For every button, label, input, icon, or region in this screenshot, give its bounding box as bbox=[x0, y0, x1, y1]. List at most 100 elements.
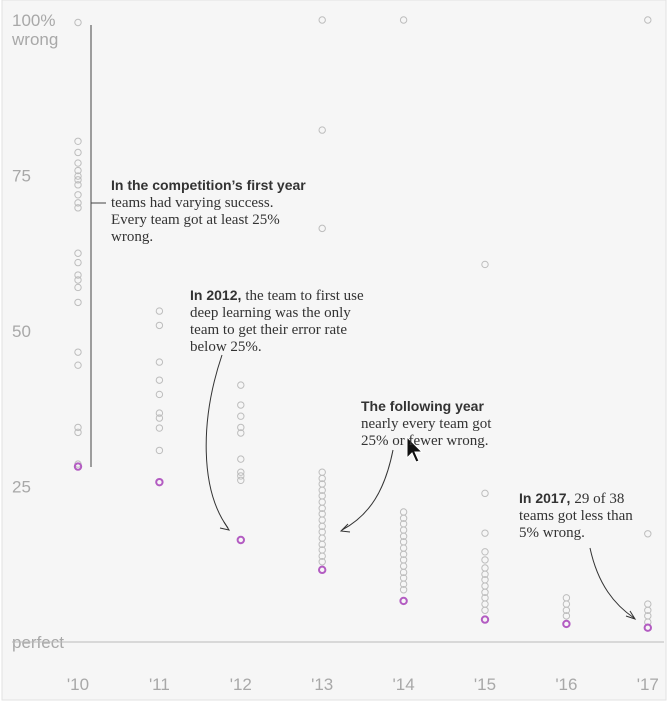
best-team-point bbox=[643, 623, 652, 632]
x-tick-label: '10 bbox=[67, 675, 89, 694]
arrow-2013 bbox=[341, 449, 394, 531]
team-point bbox=[399, 568, 408, 577]
team-point bbox=[318, 552, 326, 560]
team-point bbox=[155, 376, 164, 384]
team-point bbox=[318, 522, 326, 531]
team-point bbox=[481, 588, 489, 596]
team-point bbox=[74, 361, 82, 369]
best-team-point bbox=[480, 615, 490, 624]
team-point bbox=[237, 429, 245, 437]
annotation-text: the team to first use bbox=[245, 288, 364, 304]
team-point bbox=[74, 276, 82, 284]
team-point bbox=[74, 348, 82, 356]
annotation-text: nearly every team got bbox=[361, 416, 492, 432]
annotation-text: teams had varying success. bbox=[111, 195, 273, 211]
team-point bbox=[237, 455, 245, 463]
team-point bbox=[74, 423, 82, 432]
team-point bbox=[644, 530, 652, 538]
team-point bbox=[237, 468, 245, 476]
team-point bbox=[318, 126, 326, 134]
team-point bbox=[644, 606, 652, 614]
team-point bbox=[318, 486, 326, 494]
team-point bbox=[562, 606, 571, 614]
x-tick-label: '14 bbox=[393, 675, 415, 694]
arrowhead bbox=[339, 523, 351, 533]
best-team-point bbox=[399, 596, 408, 606]
team-point bbox=[399, 514, 408, 522]
annotation-text: Every team got at least 25% bbox=[111, 212, 280, 228]
team-point bbox=[237, 412, 245, 420]
team-point bbox=[318, 504, 326, 512]
best-team-point bbox=[236, 535, 246, 545]
team-point bbox=[399, 16, 408, 24]
team-point bbox=[155, 390, 164, 399]
team-point bbox=[74, 191, 82, 199]
team-point bbox=[74, 428, 82, 437]
x-tick-label: '15 bbox=[474, 675, 496, 694]
annotation-text: wrong. bbox=[111, 229, 153, 245]
team-point bbox=[481, 556, 489, 564]
best-team-point bbox=[73, 462, 83, 471]
annotation-bold: The following year bbox=[361, 398, 484, 414]
team-point bbox=[481, 570, 489, 578]
team-point bbox=[237, 476, 245, 484]
arrow-2017 bbox=[589, 547, 635, 619]
x-tick-label: '16 bbox=[555, 675, 577, 694]
team-point bbox=[562, 612, 571, 620]
team-point bbox=[399, 532, 408, 540]
mouse-cursor bbox=[406, 435, 424, 463]
team-point bbox=[74, 298, 82, 307]
team-point bbox=[481, 260, 489, 269]
x-tick-label: '17 bbox=[637, 675, 659, 694]
team-point bbox=[74, 148, 82, 157]
annotation: In 2012, the team to first use deep learni… bbox=[190, 287, 364, 355]
team-point bbox=[399, 550, 408, 558]
annotation-text: teams got less than bbox=[519, 508, 633, 524]
annotation-bold: In the competition’s first year bbox=[111, 177, 306, 193]
team-point bbox=[481, 606, 489, 614]
team-point bbox=[155, 446, 164, 455]
team-point bbox=[74, 159, 82, 167]
team-point bbox=[74, 199, 82, 207]
arrowhead bbox=[219, 521, 231, 531]
annotation-text: 5% wrong. bbox=[519, 525, 585, 541]
y-tick-label: 25 bbox=[12, 478, 31, 497]
x-tick-label: '13 bbox=[311, 675, 333, 694]
arrow-2012 bbox=[205, 354, 229, 529]
annotation-bold: In 2017, bbox=[519, 490, 570, 506]
team-point bbox=[74, 283, 82, 292]
team-point bbox=[644, 16, 652, 24]
y-axis-label: wrong bbox=[11, 30, 58, 49]
team-point bbox=[237, 381, 245, 389]
annotation-arrows bbox=[90, 25, 637, 620]
team-point bbox=[155, 307, 164, 315]
annotation: In the competition’s first year teams had… bbox=[111, 177, 306, 245]
team-point bbox=[74, 166, 82, 175]
team-point bbox=[399, 580, 408, 588]
annotation-text: below 25%. bbox=[190, 339, 262, 355]
team-point bbox=[74, 137, 82, 145]
team-point bbox=[74, 258, 82, 267]
team-point bbox=[318, 224, 326, 233]
y-tick-label: 50 bbox=[12, 322, 31, 341]
team-point bbox=[318, 16, 326, 24]
team-point bbox=[399, 586, 408, 594]
best-team-point bbox=[155, 477, 164, 487]
team-point bbox=[155, 409, 164, 417]
team-point bbox=[155, 358, 164, 366]
team-point bbox=[74, 181, 82, 189]
annotation-text: 25% or fewer wrong. bbox=[361, 433, 488, 449]
y-tick-label: 75 bbox=[12, 167, 31, 186]
team-point bbox=[74, 204, 82, 212]
team-point bbox=[318, 558, 326, 566]
team-point bbox=[155, 424, 164, 432]
team-point bbox=[481, 529, 489, 537]
team-point bbox=[74, 271, 82, 279]
best-team-point bbox=[318, 565, 327, 575]
team-point bbox=[237, 401, 245, 409]
annotation: In 2017, 29 of 38 teams got less than 5% wr… bbox=[519, 490, 633, 541]
team-point bbox=[481, 548, 489, 556]
team-point bbox=[155, 321, 164, 330]
